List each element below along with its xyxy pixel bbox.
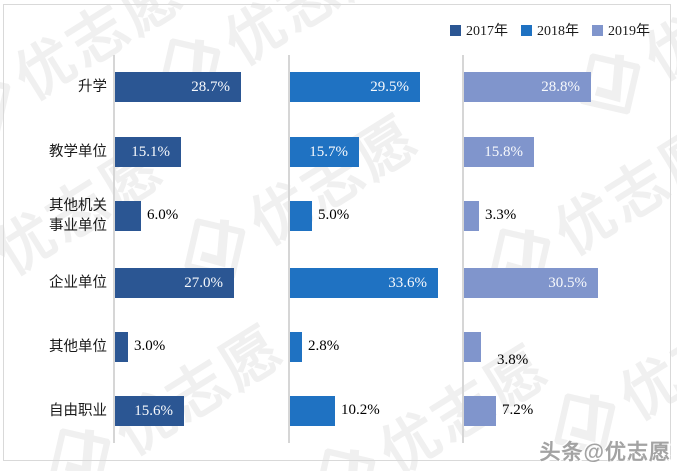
value-label: 30.5% bbox=[548, 274, 587, 291]
legend-label: 2018年 bbox=[537, 24, 579, 39]
value-label: 2.8% bbox=[308, 338, 340, 354]
value-label: 27.0% bbox=[184, 274, 223, 291]
value-label: 15.6% bbox=[134, 402, 173, 419]
value-label: 5.0% bbox=[318, 207, 350, 223]
category-label: 升学 bbox=[78, 79, 107, 95]
category-label: 自由职业 bbox=[49, 403, 107, 419]
axis-baseline bbox=[462, 55, 464, 443]
axis-baseline bbox=[288, 55, 290, 443]
watermark-logo-text: 优志愿 bbox=[103, 313, 296, 468]
watermark-logo-text: 优志愿 bbox=[238, 103, 431, 258]
check-diamond-logo-icon bbox=[313, 447, 376, 471]
value-label: 3.3% bbox=[485, 207, 517, 223]
value-label: 15.1% bbox=[131, 143, 170, 160]
bar-2017年-0: 28.7% bbox=[115, 72, 241, 102]
bar-2019年-0: 28.8% bbox=[464, 72, 591, 102]
legend-swatch bbox=[450, 24, 461, 36]
watermark-logo-text: 优志愿 bbox=[213, 0, 406, 78]
legend: 2017年 2018年 2019年 bbox=[450, 20, 650, 40]
legend-label: 2019年 bbox=[608, 24, 650, 39]
watermark-logo-text: 优志愿 bbox=[633, 0, 677, 93]
legend-item-2018年: 2018年 bbox=[521, 20, 579, 40]
bar-2018年-0: 29.5% bbox=[290, 72, 420, 102]
legend-item-2017年: 2017年 bbox=[450, 20, 508, 40]
value-label: 3.0% bbox=[134, 338, 166, 354]
category-label: 企业单位 bbox=[49, 275, 107, 291]
bar-2019年-1: 15.8% bbox=[464, 137, 534, 167]
bar-2017年-4 bbox=[115, 332, 128, 362]
value-label: 15.8% bbox=[484, 143, 523, 160]
bar-2017年-3: 27.0% bbox=[115, 268, 234, 298]
legend-swatch bbox=[521, 24, 532, 36]
legend-swatch bbox=[592, 24, 603, 36]
value-label: 15.7% bbox=[309, 143, 348, 160]
value-label: 7.2% bbox=[502, 402, 534, 418]
bar-2017年-1: 15.1% bbox=[115, 137, 181, 167]
check-diamond-logo-icon bbox=[158, 37, 221, 101]
bar-2018年-4 bbox=[290, 332, 302, 362]
value-label: 10.2% bbox=[341, 402, 380, 418]
value-label: 33.6% bbox=[388, 274, 427, 291]
bar-2019年-2 bbox=[464, 201, 479, 231]
value-label: 28.8% bbox=[541, 78, 580, 95]
value-label: 28.7% bbox=[191, 78, 230, 95]
byline-watermark-text: 头条@优志愿 bbox=[539, 441, 671, 464]
bar-2019年-4 bbox=[464, 332, 481, 362]
category-label: 教学单位 bbox=[49, 144, 107, 160]
bar-2019年-5 bbox=[464, 396, 496, 426]
bar-2017年-2 bbox=[115, 201, 141, 231]
check-diamond-logo-icon bbox=[0, 231, 8, 327]
legend-item-2019年: 2019年 bbox=[592, 20, 650, 40]
bar-2018年-1: 15.7% bbox=[290, 137, 359, 167]
axis-baseline bbox=[113, 55, 115, 443]
bar-2018年-3: 33.6% bbox=[290, 268, 438, 298]
category-label: 其他机关 事业单位 bbox=[49, 198, 107, 235]
check-diamond-logo-icon bbox=[0, 72, 11, 136]
bar-2017年-5: 15.6% bbox=[115, 396, 184, 426]
legend-label: 2017年 bbox=[466, 24, 508, 39]
value-label: 6.0% bbox=[147, 207, 179, 223]
bar-2019年-3: 30.5% bbox=[464, 268, 598, 298]
value-label: 3.8% bbox=[497, 352, 529, 368]
bar-2018年-2 bbox=[290, 201, 312, 231]
bar-2018年-5 bbox=[290, 396, 335, 426]
brand-watermark: 优志愿 bbox=[138, 0, 408, 123]
watermark-logo-text: 优志愿 bbox=[543, 113, 677, 268]
watermark-logo-text: 优志愿 bbox=[608, 278, 677, 433]
category-label: 其他单位 bbox=[49, 339, 107, 355]
brand-watermark: 优志愿 bbox=[28, 301, 298, 471]
value-label: 29.5% bbox=[370, 78, 409, 95]
